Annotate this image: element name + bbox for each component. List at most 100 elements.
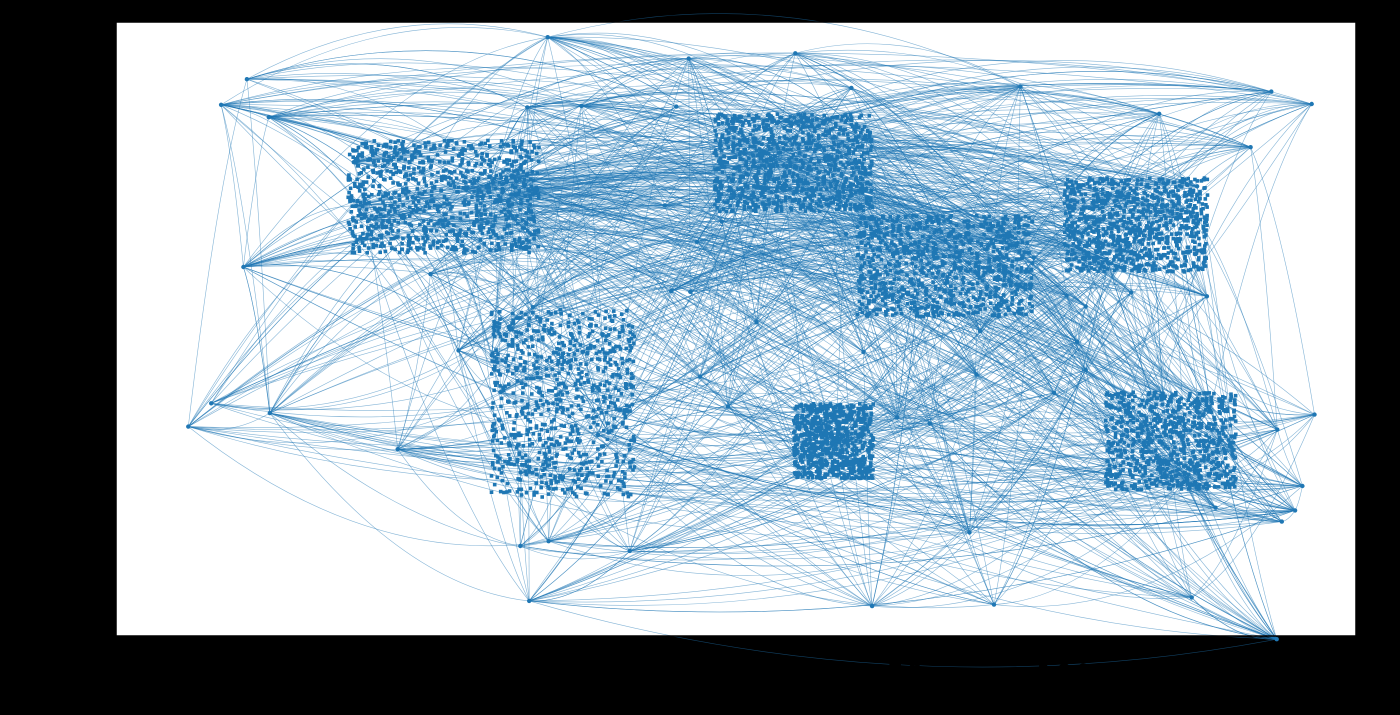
route-point <box>1123 203 1128 208</box>
route-line <box>510 263 1132 330</box>
route-point <box>753 203 758 207</box>
route-point <box>1109 222 1114 227</box>
route-point <box>371 153 375 158</box>
route-point <box>560 392 565 397</box>
route-line <box>690 273 1078 342</box>
route-point <box>600 332 604 336</box>
route-point <box>509 245 514 249</box>
route-point <box>820 204 824 208</box>
route-point <box>1176 237 1181 241</box>
route-point <box>346 195 350 200</box>
route-point <box>629 372 634 376</box>
route-point <box>1069 263 1074 267</box>
route-line <box>412 196 1211 411</box>
route-point <box>727 185 732 189</box>
route-point <box>423 189 427 194</box>
route-point <box>472 189 476 194</box>
route-point <box>628 492 633 497</box>
route-point <box>464 185 468 189</box>
route-point <box>566 371 571 376</box>
route-line <box>520 406 729 476</box>
route-point <box>1195 211 1199 216</box>
route-point <box>715 179 720 184</box>
route-point <box>602 452 607 456</box>
route-line <box>430 86 1021 275</box>
route-point <box>409 246 413 251</box>
route-point <box>769 158 773 163</box>
route-point <box>347 222 352 226</box>
route-point <box>860 165 865 170</box>
route-point <box>523 383 528 387</box>
route-point <box>861 204 865 209</box>
route-point <box>1154 264 1158 268</box>
route-point <box>762 205 766 210</box>
route-point <box>1128 208 1133 213</box>
route-point <box>497 310 502 314</box>
route-point <box>869 144 874 149</box>
route-point <box>1205 193 1210 197</box>
route-point <box>724 200 728 205</box>
route-point <box>759 163 763 168</box>
route-point <box>406 248 411 253</box>
route-point <box>605 437 610 442</box>
route-point <box>440 176 445 181</box>
route-point <box>817 209 822 214</box>
route-point <box>788 160 792 165</box>
route-point <box>784 142 788 146</box>
route-line <box>547 36 970 533</box>
route-point <box>1147 185 1152 190</box>
route-point <box>730 155 734 160</box>
route-point <box>440 218 444 222</box>
route-point <box>521 181 526 186</box>
route-line <box>1116 103 1312 197</box>
route-point <box>1168 210 1172 214</box>
route-line <box>910 178 1166 253</box>
route-point <box>351 216 355 220</box>
route-point <box>1066 250 1070 254</box>
route-point <box>1140 177 1144 182</box>
route-line <box>803 122 1296 511</box>
route-point <box>1093 204 1097 209</box>
route-line <box>1131 252 1277 640</box>
route-point <box>495 356 499 361</box>
route-point <box>545 464 550 468</box>
route-point <box>847 139 852 143</box>
route-line <box>851 87 1163 394</box>
route-point <box>1182 178 1187 183</box>
route-point <box>1118 252 1122 257</box>
route-point <box>415 248 420 252</box>
route-point <box>1106 225 1111 230</box>
route-line <box>795 53 1107 260</box>
route-point <box>531 329 536 333</box>
route-point <box>607 474 611 479</box>
route-point <box>1193 240 1197 244</box>
route-point <box>860 177 865 181</box>
route-point <box>488 164 492 168</box>
route-point <box>383 203 387 208</box>
route-point <box>627 447 632 452</box>
route-point <box>1125 195 1130 199</box>
route-point <box>585 351 590 355</box>
route-point <box>424 234 429 238</box>
route-point <box>1124 201 1129 205</box>
route-point <box>1074 237 1079 241</box>
route-line <box>243 266 609 434</box>
route-point <box>787 195 792 200</box>
route-point <box>1127 178 1131 182</box>
route-point <box>1176 246 1181 251</box>
route-point <box>351 218 356 223</box>
route-point <box>392 151 397 155</box>
route-point <box>868 165 873 169</box>
route-point <box>514 192 519 197</box>
route-point <box>460 157 465 161</box>
route-point <box>446 245 450 250</box>
route-point <box>1073 192 1077 196</box>
route-point <box>507 203 512 208</box>
route-point <box>766 197 771 202</box>
route-point <box>1181 251 1185 255</box>
route-point <box>528 178 533 182</box>
route-point <box>1082 183 1086 187</box>
route-line <box>835 231 1079 446</box>
route-point <box>1191 220 1195 224</box>
route-point <box>1204 219 1208 223</box>
